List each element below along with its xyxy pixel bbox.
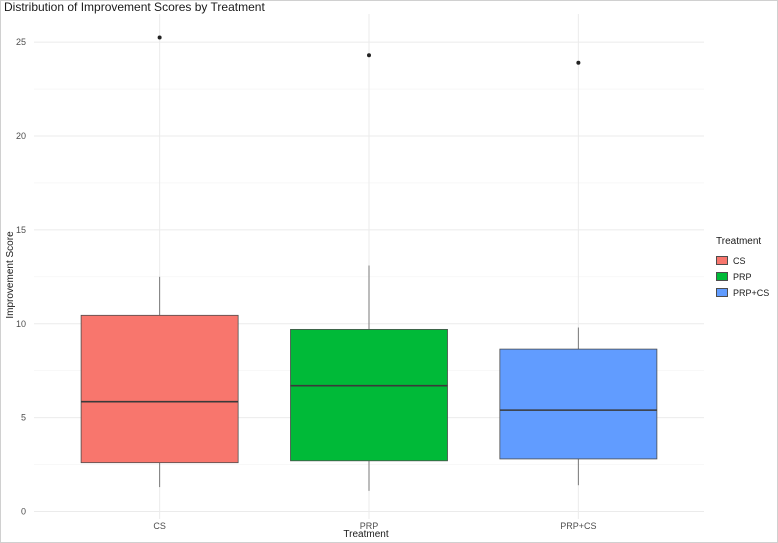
y-tick-label: 25	[16, 37, 26, 47]
y-tick-label: 20	[16, 131, 26, 141]
box-prp-cs	[499, 348, 658, 460]
legend-label-cs: CS	[733, 255, 746, 266]
x-tick-label: PRP	[360, 521, 379, 531]
legend-key-prp	[716, 272, 728, 281]
outlier-point-cs	[157, 35, 162, 40]
x-tick-label: PRP+CS	[560, 521, 596, 531]
legend-key-cs	[716, 256, 728, 265]
y-tick-label: 0	[21, 506, 26, 516]
box-prp	[290, 328, 448, 462]
y-tick-label: 5	[21, 413, 26, 423]
chart-title: Distribution of Improvement Scores by Tr…	[4, 0, 265, 14]
legend-title: Treatment	[716, 236, 762, 247]
legend-label-prp: PRP	[733, 271, 752, 282]
y-axis-title: Improvement Score	[5, 231, 16, 319]
x-axis-title: Treatment	[343, 529, 388, 540]
x-tick-label: CS	[153, 521, 166, 531]
y-tick-label: 10	[16, 319, 26, 329]
legend-item-prp: PRP	[716, 269, 769, 284]
legend: Treatment CS PRP PRP+CS	[716, 236, 769, 301]
box-cs	[80, 314, 239, 464]
outlier-point-prp	[367, 53, 371, 58]
y-tick-label: 15	[16, 225, 26, 235]
legend-key-prp-cs	[716, 288, 728, 297]
legend-item-prp-cs: PRP+CS	[716, 285, 769, 300]
legend-label-prp-cs: PRP+CS	[733, 287, 770, 298]
legend-item-cs: CS	[716, 253, 769, 268]
outlier-point-prp-cs	[576, 60, 581, 65]
